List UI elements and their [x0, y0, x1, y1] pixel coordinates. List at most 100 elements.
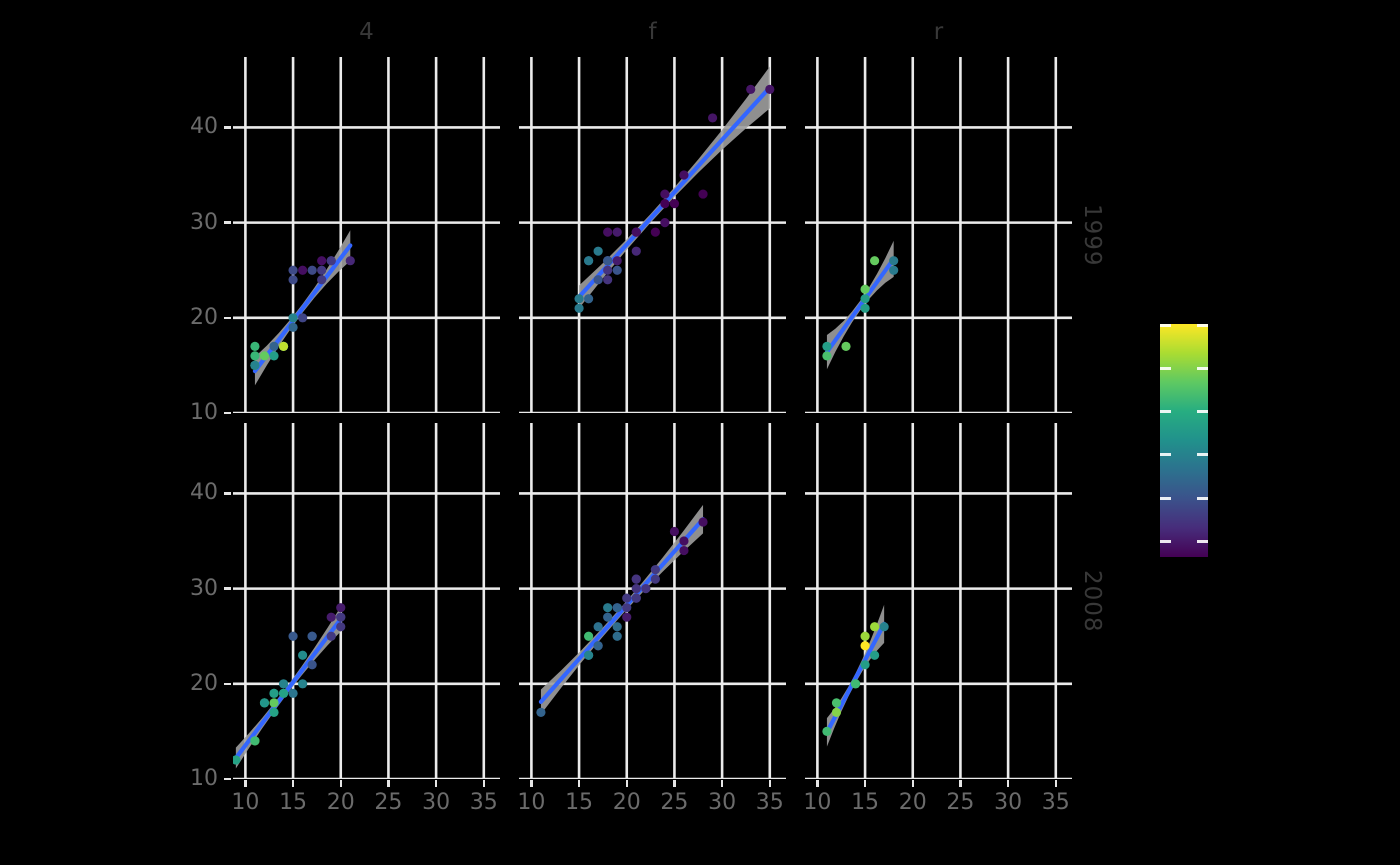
point	[870, 256, 880, 266]
point	[584, 631, 594, 641]
point	[317, 275, 327, 285]
x-tick-label: 35	[755, 790, 784, 815]
x-tick-label: 25	[374, 790, 403, 815]
point	[603, 265, 613, 275]
smooth-line	[538, 517, 706, 704]
gridlines	[233, 57, 500, 413]
colorbar-tick	[1160, 453, 1171, 457]
points-layer	[822, 256, 899, 361]
point	[326, 631, 336, 641]
point	[822, 351, 832, 361]
y-tick-label: 10	[190, 400, 218, 425]
colorbar-tick	[1160, 410, 1171, 414]
point	[288, 313, 298, 323]
colorbar-tick	[1160, 496, 1171, 500]
point	[307, 265, 317, 275]
point	[707, 113, 718, 123]
point	[612, 631, 622, 641]
y-tick-label: 40	[190, 114, 218, 140]
point	[603, 603, 613, 613]
x-axis-tick	[720, 780, 724, 787]
point	[612, 622, 622, 632]
point	[612, 265, 622, 275]
point	[326, 256, 336, 266]
point	[269, 688, 279, 698]
point	[765, 84, 775, 94]
point	[603, 227, 613, 237]
point	[259, 351, 270, 361]
y-axis-tick	[224, 221, 231, 224]
x-tick-label: 35	[1041, 790, 1070, 815]
facet-strip-col-4: 4	[359, 19, 374, 45]
point	[288, 275, 298, 285]
point	[317, 256, 327, 266]
x-tick-label: 10	[517, 790, 546, 815]
point	[593, 246, 603, 256]
point	[631, 584, 641, 594]
point	[288, 631, 298, 641]
point	[679, 545, 689, 556]
point	[298, 650, 308, 660]
x-axis-tick	[387, 780, 390, 787]
smooth-line	[233, 616, 343, 761]
y-axis-tick	[224, 126, 231, 129]
point	[831, 707, 842, 717]
point	[889, 256, 899, 266]
x-axis-tick	[959, 780, 962, 787]
point	[317, 265, 327, 275]
y-tick-label: 20	[190, 670, 218, 696]
gridlines	[519, 423, 786, 779]
point	[269, 698, 279, 708]
panel-r-2008	[805, 423, 1072, 779]
confidence-ribbon	[579, 66, 770, 309]
x-axis-tick	[673, 780, 676, 787]
point	[574, 303, 584, 313]
point	[631, 227, 641, 237]
colorbar-tick	[1160, 324, 1171, 327]
x-axis-tick	[577, 780, 581, 787]
point	[307, 660, 317, 670]
x-tick-label: 20	[326, 790, 355, 815]
points-layer	[250, 256, 355, 371]
y-tick-label: 20	[190, 304, 218, 330]
point	[641, 584, 651, 594]
point	[278, 679, 289, 689]
point	[336, 612, 346, 622]
colorbar-tick	[1160, 367, 1171, 371]
point	[336, 622, 346, 632]
point	[269, 341, 279, 351]
point	[336, 603, 346, 613]
colorbar-tick	[1197, 539, 1208, 543]
point	[250, 360, 260, 371]
x-tick-label: 35	[469, 790, 498, 815]
point	[250, 351, 260, 361]
x-tick-label: 10	[803, 790, 832, 815]
point	[822, 341, 832, 351]
smooth-line	[824, 256, 896, 355]
point	[746, 84, 756, 94]
point	[698, 517, 708, 527]
point	[233, 755, 241, 765]
point	[259, 698, 270, 708]
x-axis-tick	[530, 780, 533, 787]
y-tick-label: 30	[190, 575, 218, 601]
panel-f-2008	[519, 423, 786, 779]
facet-strip-row-label: 2008	[1079, 569, 1105, 633]
point	[660, 218, 670, 228]
x-axis-tick	[1054, 780, 1057, 787]
x-tick-label: 10	[231, 790, 260, 815]
x-tick-label: 20	[898, 790, 927, 815]
x-axis-tick	[482, 780, 485, 787]
x-tick-label: 30	[994, 790, 1023, 815]
point	[288, 688, 298, 698]
y-tick-label: 30	[190, 209, 218, 235]
colorbar-gradient	[1160, 324, 1208, 557]
point	[288, 322, 298, 332]
point	[250, 736, 260, 746]
points-layer	[574, 84, 775, 313]
point	[603, 275, 613, 285]
point	[879, 622, 889, 632]
colorbar-tick	[1197, 496, 1208, 500]
point	[612, 227, 622, 237]
